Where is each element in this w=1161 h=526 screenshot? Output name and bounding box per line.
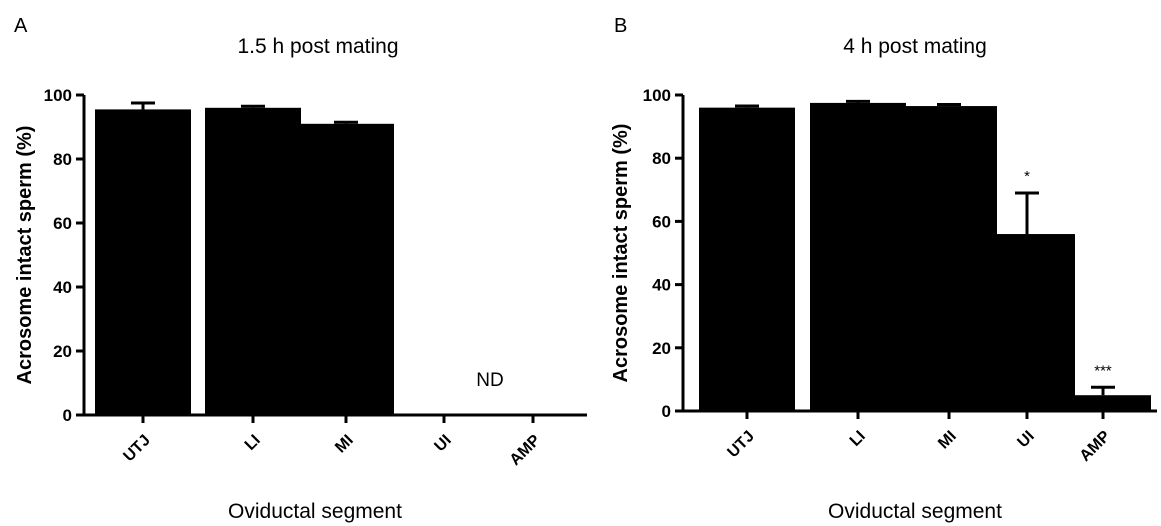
bar: [810, 102, 906, 412]
annotation: ND: [476, 370, 503, 391]
bar: [979, 234, 1075, 411]
bar: [1055, 395, 1151, 411]
y-tick-label: 40: [53, 278, 72, 297]
x-tick-label: AMP: [507, 432, 544, 469]
x-tick-label: MI: [935, 428, 960, 453]
x-tick-label: MI: [332, 432, 357, 457]
y-axis-title: Acrosome intact sperm (%): [610, 124, 632, 383]
x-tick-label: AMP: [1077, 428, 1114, 465]
significance-marker: *: [1024, 168, 1030, 185]
y-tick-label: 80: [652, 149, 671, 168]
y-tick-label: 80: [53, 150, 72, 169]
panel-letter: A: [14, 15, 28, 37]
panel-b: B 4 h post mating 0 20 40 60 80 100 Acrosome int…: [610, 15, 1157, 523]
y-axis-title: Acrosome intact sperm (%): [14, 126, 36, 385]
y-tick-label: 100: [643, 86, 671, 105]
bar: [298, 123, 394, 416]
panel-a: A 1.5 h post mating 0 20 40 60 80 100 Acrosome i…: [14, 15, 587, 523]
y-tick-label: 0: [63, 406, 72, 425]
y-tick-label: 100: [44, 86, 72, 105]
x-axis-title: Oviductal segment: [828, 500, 1002, 523]
panel-letter: B: [614, 15, 627, 37]
x-tick-label: UI: [431, 432, 454, 455]
x-tick-label: UTJ: [724, 428, 757, 461]
x-tick-label: UTJ: [120, 432, 153, 465]
bar: [205, 107, 301, 416]
y-tick-label: 0: [662, 402, 671, 421]
chart-title: 4 h post mating: [843, 35, 987, 58]
y-tick-label: 20: [652, 339, 671, 358]
x-axis-title: Oviductal segment: [228, 500, 402, 523]
y-tick-label: 60: [53, 214, 72, 233]
y-tick-label: 40: [652, 276, 671, 295]
x-tick-label: UI: [1014, 428, 1037, 451]
y-tick-label: 60: [652, 212, 671, 231]
chart-title: 1.5 h post mating: [237, 35, 398, 58]
significance-marker: ***: [1094, 362, 1112, 379]
y-tick-label: 20: [53, 342, 72, 361]
bar: [699, 107, 795, 411]
x-tick-label: LI: [847, 428, 869, 450]
bar: [95, 109, 191, 416]
x-tick-label: LI: [242, 432, 264, 454]
